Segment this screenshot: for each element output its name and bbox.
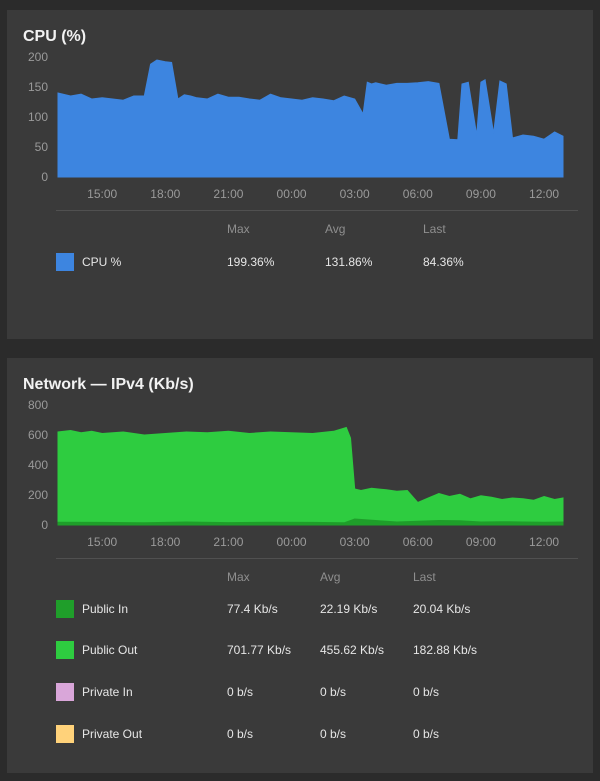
legend-name-private-out: Private Out [82,727,143,741]
private-in-last: 0 b/s [413,685,440,699]
network-divider [56,558,578,559]
private-out-last: 0 b/s [413,727,440,741]
x-tick-label: 15:00 [87,535,117,549]
network-chart: 0 200 400 600 800 15:00 18:00 21:00 00:00 03:00 06… [28,398,564,549]
y-tick-label: 800 [28,398,48,412]
private-in-avg: 0 b/s [320,685,347,699]
legend-name-private-in: Private In [82,685,133,699]
y-tick-label: 200 [28,488,48,502]
x-tick-label: 12:00 [529,535,559,549]
x-tick-label: 06:00 [403,187,433,201]
x-tick-label: 00:00 [277,535,307,549]
legend-swatch-public-in [56,600,74,618]
cpu-max-header: Max [227,222,250,236]
network-last-header: Last [413,570,436,584]
cpu-panel-title: CPU (%) [23,28,87,45]
y-tick-label: 100 [28,110,48,124]
y-tick-label: 0 [41,170,48,184]
x-tick-label: 00:00 [277,187,307,201]
x-tick-label: 21:00 [213,535,243,549]
network-panel: Network — IPv4 (Kb/s) 0 200 400 600 800 15:00… [7,358,593,773]
x-tick-label: 18:00 [150,535,180,549]
legend-row-public-out: Public Out 701.77 Kb/s 455.62 Kb/s 182.8… [7,641,593,661]
x-tick-label: 15:00 [87,187,117,201]
cpu-divider [56,210,578,211]
legend-swatch-private-out [56,725,74,743]
private-in-max: 0 b/s [227,685,254,699]
x-tick-label: 03:00 [340,187,370,201]
area-series-cpu- [57,59,564,178]
cpu-last-value: 84.36% [423,255,464,269]
cpu-avg-header: Avg [325,222,346,236]
x-tick-label: 18:00 [150,187,180,201]
legend-row-public-in: Public In 77.4 Kb/s 22.19 Kb/s 20.04 Kb/… [7,600,593,620]
x-tick-label: 03:00 [340,535,370,549]
cpu-chart: 0 50 100 150 200 15:00 18:00 21:00 00:00 03:00 06:… [28,50,564,201]
public-in-last: 20.04 Kb/s [413,602,471,616]
cpu-max-value: 199.36% [227,255,275,269]
public-out-avg: 455.62 Kb/s [320,643,385,657]
legend-swatch-cpu [56,253,74,271]
legend-name-cpu: CPU % [82,255,122,269]
legend-row-private-in: Private In 0 b/s 0 b/s 0 b/s [7,683,593,703]
area-series-public-out [57,426,564,526]
x-tick-label: 06:00 [403,535,433,549]
y-tick-label: 600 [28,428,48,442]
cpu-last-header: Last [423,222,446,236]
public-out-max: 701.77 Kb/s [227,643,292,657]
network-panel-title: Network — IPv4 (Kb/s) [23,376,194,393]
x-tick-label: 21:00 [213,187,243,201]
legend-name-public-in: Public In [82,602,129,616]
x-tick-label: 12:00 [529,187,559,201]
legend-swatch-private-in [56,683,74,701]
public-in-avg: 22.19 Kb/s [320,602,378,616]
private-out-avg: 0 b/s [320,727,347,741]
legend-name-public-out: Public Out [82,643,138,657]
y-tick-label: 0 [41,518,48,532]
public-out-last: 182.88 Kb/s [413,643,478,657]
network-avg-header: Avg [320,570,341,584]
x-tick-label: 09:00 [466,535,496,549]
y-tick-label: 150 [28,80,48,94]
area-series-public-in [57,518,564,526]
y-tick-label: 400 [28,458,48,472]
legend-row-private-out: Private Out 0 b/s 0 b/s 0 b/s [7,725,593,745]
public-in-max: 77.4 Kb/s [227,602,278,616]
legend-row-cpu: CPU % 199.36% 131.86% 84.36% [7,253,593,273]
cpu-avg-value: 131.86% [325,255,373,269]
y-tick-label: 200 [28,50,48,64]
network-max-header: Max [227,570,250,584]
y-tick-label: 50 [35,140,49,154]
cpu-panel: CPU (%) 0 50 100 150 200 15:00 18:00 21:00 00:00… [7,10,593,339]
x-tick-label: 09:00 [466,187,496,201]
legend-swatch-public-out [56,641,74,659]
private-out-max: 0 b/s [227,727,254,741]
